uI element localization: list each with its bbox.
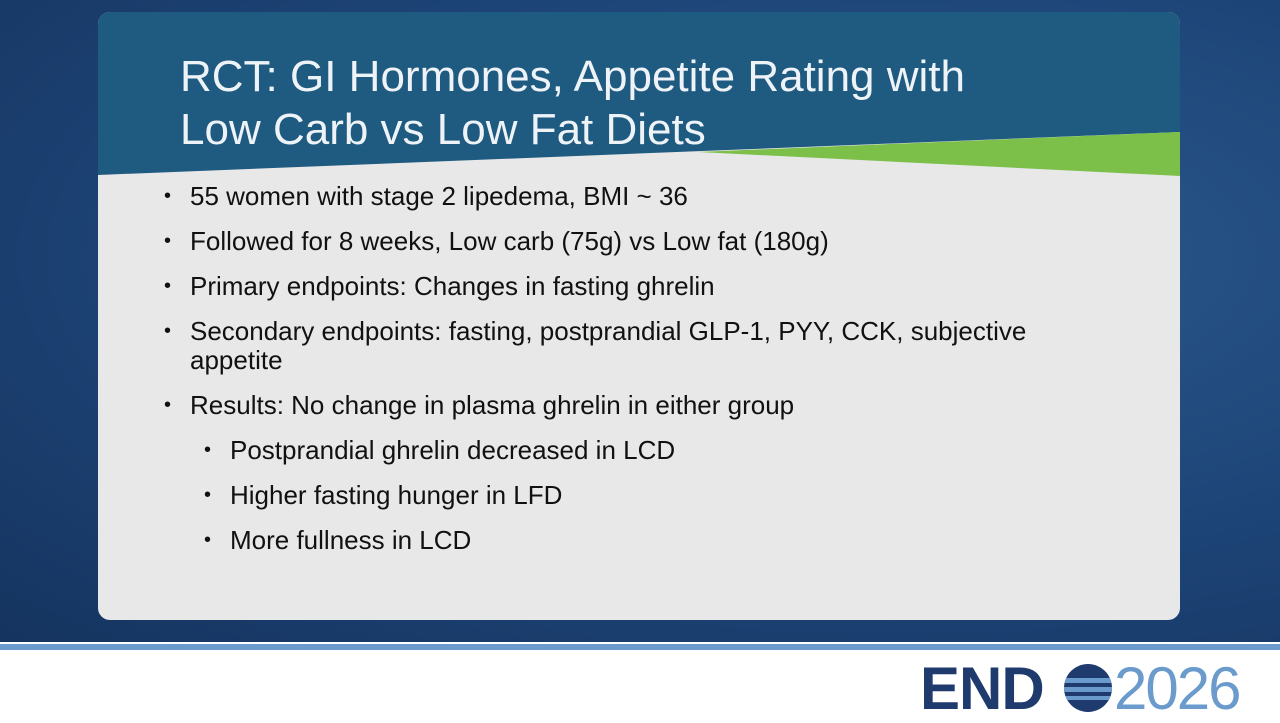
bullet: Results: No change in plasma ghrelin in …	[164, 391, 1050, 421]
bullet: Followed for 8 weeks, Low carb (75g) vs …	[164, 227, 1050, 257]
logo-globe	[1064, 664, 1112, 712]
header-band	[98, 12, 1180, 176]
bullet: Primary endpoints: Changes in fasting gh…	[164, 272, 1050, 302]
title-line: RCT: GI Hormones, Appetite Rating with	[180, 52, 965, 101]
title-line: Low Carb vs Low Fat Diets	[180, 105, 706, 154]
logo-year: 2026	[1114, 655, 1241, 722]
bullet: 55 women with stage 2 lipedema, BMI ~ 36	[164, 182, 1050, 212]
footer-rule	[0, 644, 1280, 650]
bullet: Secondary endpoints: fasting, postprandi…	[164, 317, 1050, 375]
sub-bullet: More fullness in LCD	[204, 526, 1090, 556]
content-card: RCT: GI Hormones, Appetite Rating with L…	[98, 12, 1180, 620]
slide-title: RCT: GI Hormones, Appetite Rating with L…	[180, 50, 965, 156]
sub-bullet: Postprandial ghrelin decreased in LCD	[204, 436, 1090, 466]
logo-text: END	[920, 655, 1045, 722]
sub-bullet: Higher fasting hunger in LFD	[204, 481, 1090, 511]
